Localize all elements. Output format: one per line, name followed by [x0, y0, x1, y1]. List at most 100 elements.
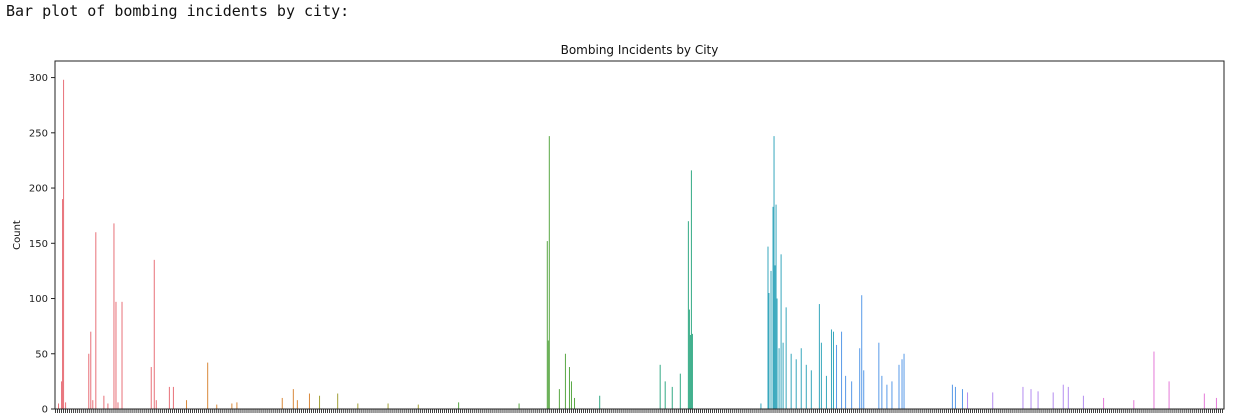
- y-tick-label: 50: [35, 349, 48, 360]
- bar: [810, 370, 812, 409]
- y-tick-label: 150: [29, 239, 48, 250]
- bar: [1153, 351, 1155, 409]
- bar: [691, 333, 693, 409]
- bar: [903, 353, 905, 409]
- bar: [1037, 391, 1039, 409]
- bar: [599, 395, 601, 409]
- bar: [800, 348, 802, 409]
- bar: [901, 359, 903, 409]
- bar: [768, 293, 770, 409]
- bar: [775, 204, 777, 409]
- y-tick-label: 0: [42, 405, 48, 416]
- plot-frame: [54, 60, 1225, 410]
- bar: [186, 400, 188, 409]
- bar: [216, 404, 218, 409]
- x-axis-ticks: [55, 409, 1223, 413]
- bar: [774, 265, 776, 409]
- bar: [103, 395, 105, 409]
- bar: [207, 362, 209, 409]
- bar: [558, 389, 560, 409]
- bar: [1062, 384, 1064, 409]
- bar: [690, 170, 692, 409]
- bar: [546, 241, 548, 409]
- bar: [458, 402, 460, 409]
- bars-group: [58, 79, 1217, 409]
- bar: [574, 397, 576, 409]
- bar: [117, 402, 119, 409]
- bar: [659, 364, 661, 409]
- bar: [760, 403, 762, 409]
- bar: [1052, 392, 1054, 409]
- bar: [547, 340, 549, 409]
- bar: [1133, 400, 1135, 409]
- chart-title: Bombing Incidents by City: [561, 43, 719, 57]
- bar: [820, 342, 822, 409]
- bar: [967, 392, 969, 409]
- bar: [236, 402, 238, 409]
- bar: [687, 221, 689, 409]
- bar: [568, 367, 570, 409]
- bar: [1022, 386, 1024, 409]
- bar: [773, 136, 775, 409]
- bar: [785, 307, 787, 409]
- bar: [767, 246, 769, 409]
- bar: [778, 348, 780, 409]
- bar: [172, 386, 174, 409]
- bar: [296, 400, 298, 409]
- bar: [861, 295, 863, 409]
- bar: [782, 342, 784, 409]
- bar: [878, 342, 880, 409]
- bar: [292, 389, 294, 409]
- y-tick-label: 200: [29, 184, 48, 195]
- bar: [58, 403, 60, 409]
- y-tick-label: 300: [29, 73, 48, 84]
- bar: [886, 384, 888, 409]
- bar: [851, 381, 853, 409]
- y-axis-label: Count: [12, 220, 23, 250]
- bar: [772, 206, 774, 409]
- bar: [90, 331, 92, 409]
- bar: [564, 353, 566, 409]
- bar: [859, 348, 861, 409]
- bar: [518, 403, 520, 409]
- bar: [231, 403, 233, 409]
- bar: [150, 367, 152, 409]
- bar: [954, 386, 956, 409]
- bar: [818, 304, 820, 409]
- bar: [88, 353, 90, 409]
- bar: [671, 386, 673, 409]
- bar: [417, 404, 419, 409]
- bar: [548, 136, 550, 409]
- bar: [898, 364, 900, 409]
- bar: [92, 400, 94, 409]
- bar: [845, 375, 847, 409]
- bar: [664, 381, 666, 409]
- bar: [881, 375, 883, 409]
- bar: [62, 199, 64, 409]
- bar: [95, 232, 97, 409]
- bar: [1203, 393, 1205, 409]
- bar: [679, 373, 681, 409]
- bar: [780, 254, 782, 409]
- bar: [121, 301, 123, 409]
- bar: [825, 375, 827, 409]
- bar: [65, 402, 67, 409]
- bar: [992, 392, 994, 409]
- bar: [1067, 386, 1069, 409]
- bar: [841, 331, 843, 409]
- bar: [790, 353, 792, 409]
- bar: [795, 359, 797, 409]
- y-tick-label: 100: [29, 294, 48, 305]
- bar: [891, 381, 893, 409]
- bar: [155, 400, 157, 409]
- bar: [107, 403, 109, 409]
- bar: [688, 309, 690, 409]
- bar: [1168, 381, 1170, 409]
- bar: [319, 395, 321, 409]
- bar: [830, 329, 832, 409]
- bar: [61, 381, 63, 409]
- bar: [1215, 397, 1217, 409]
- bar: [357, 403, 359, 409]
- bar: [1082, 395, 1084, 409]
